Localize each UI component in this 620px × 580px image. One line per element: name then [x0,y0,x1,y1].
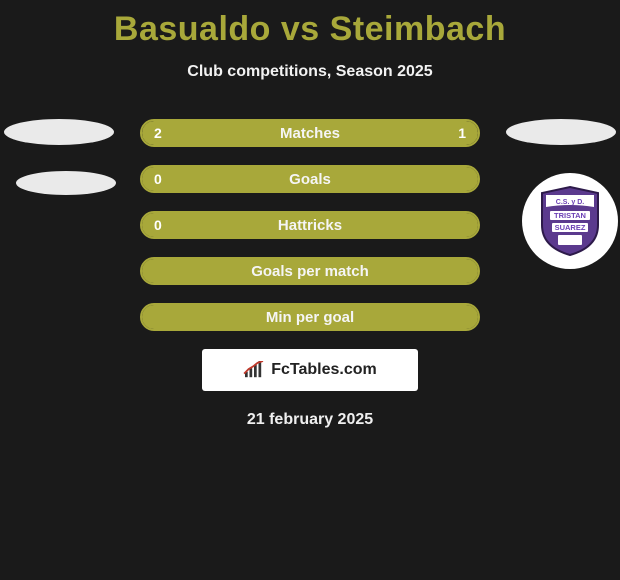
stat-bar-row: Min per goal [140,303,480,331]
bar-label: Hattricks [142,213,478,237]
svg-text:C.S. y D.: C.S. y D. [556,199,584,206]
bar-value-left: 0 [154,213,162,237]
comparison-content: C.S. y D. TRISTAN SUAREZ Matches21Goals0… [0,119,620,429]
bar-value-left: 2 [154,121,162,145]
svg-text:TRISTAN: TRISTAN [554,211,586,220]
stat-bar-row: Goals0 [140,165,480,193]
bar-value-right: 1 [458,121,466,145]
chart-icon [243,361,265,379]
bar-value-left: 0 [154,167,162,191]
page-title: Basualdo vs Steimbach [0,0,620,49]
bar-label: Min per goal [142,305,478,329]
subtitle: Club competitions, Season 2025 [0,63,620,81]
stat-bar-row: Hattricks0 [140,211,480,239]
bar-label: Goals per match [142,259,478,283]
bar-label: Goals [142,167,478,191]
club-right-badge: C.S. y D. TRISTAN SUAREZ [522,173,618,269]
svg-text:SUAREZ: SUAREZ [555,223,586,232]
stat-bar-row: Goals per match [140,257,480,285]
club-left-image-placeholder [16,171,116,195]
branding-box: FcTables.com [202,349,418,391]
stat-bar-row: Matches2 1 [140,119,480,147]
bar-label: Matches [142,121,478,145]
date-text: 21 february 2025 [0,411,620,429]
branding-text: FcTables.com [271,361,377,379]
shield-icon: C.S. y D. TRISTAN SUAREZ [538,185,602,257]
player-left-image-placeholder [4,119,114,145]
player-right-image-placeholder [506,119,616,145]
stat-bars: Matches21Goals0Hattricks0Goals per match… [140,119,480,331]
